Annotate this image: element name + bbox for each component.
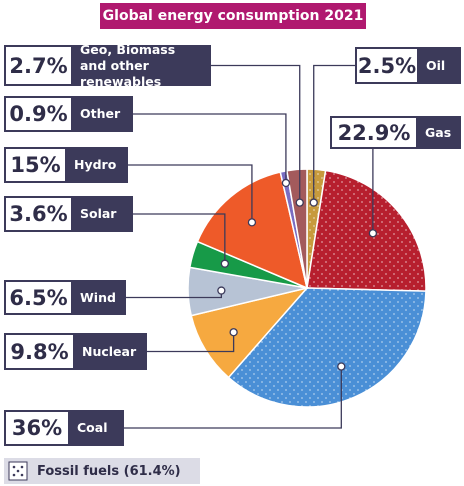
leader-line <box>147 332 235 353</box>
leader-dot <box>295 198 304 207</box>
value-label: 22.9% <box>330 116 418 149</box>
legend: Fossil fuels (61.4%) <box>4 458 200 484</box>
category-label: Oil <box>419 47 461 84</box>
leader-line <box>124 366 342 429</box>
value-label: 0.9% <box>4 96 73 132</box>
value-label: 2.5% <box>355 47 419 84</box>
leader-dot <box>217 286 226 295</box>
leader-line <box>133 213 226 264</box>
leader-dot <box>309 198 318 207</box>
leader-dot <box>337 362 346 371</box>
value-label: 36% <box>4 410 70 446</box>
pie-slice <box>196 171 309 290</box>
category-label: Nuclear <box>75 333 147 370</box>
leader-dot <box>368 229 378 238</box>
category-label: Other <box>73 96 133 132</box>
pie-slice <box>227 287 427 408</box>
category-label: Coal <box>70 410 124 446</box>
value-label: 2.7% <box>4 45 73 86</box>
leader-line <box>128 164 253 223</box>
leader-dot <box>281 178 291 188</box>
value-label: 15% <box>4 147 67 183</box>
leader-dot <box>247 218 257 227</box>
leader-line <box>133 113 287 183</box>
leader-dot <box>229 328 238 337</box>
leader-dot <box>220 259 229 268</box>
value-label: 6.5% <box>4 280 73 315</box>
category-label: Solar <box>73 196 133 232</box>
category-label: Wind <box>73 280 126 315</box>
category-label: Hydro <box>67 147 128 183</box>
legend-icon <box>8 461 28 481</box>
leader-line <box>313 64 355 203</box>
value-label: 9.8% <box>4 333 75 370</box>
pie-slice <box>190 286 310 379</box>
leader-line <box>211 64 301 203</box>
value-label: 3.6% <box>4 196 73 232</box>
legend-label: Fossil fuels (61.4%) <box>37 463 181 479</box>
pie-slice <box>286 168 308 289</box>
category-label: Geo, Biomass and other renewables <box>73 42 211 89</box>
chart-title: Global energy consumption 2021 <box>100 3 366 29</box>
pie-slice <box>306 169 427 292</box>
category-label: Gas <box>418 116 461 149</box>
